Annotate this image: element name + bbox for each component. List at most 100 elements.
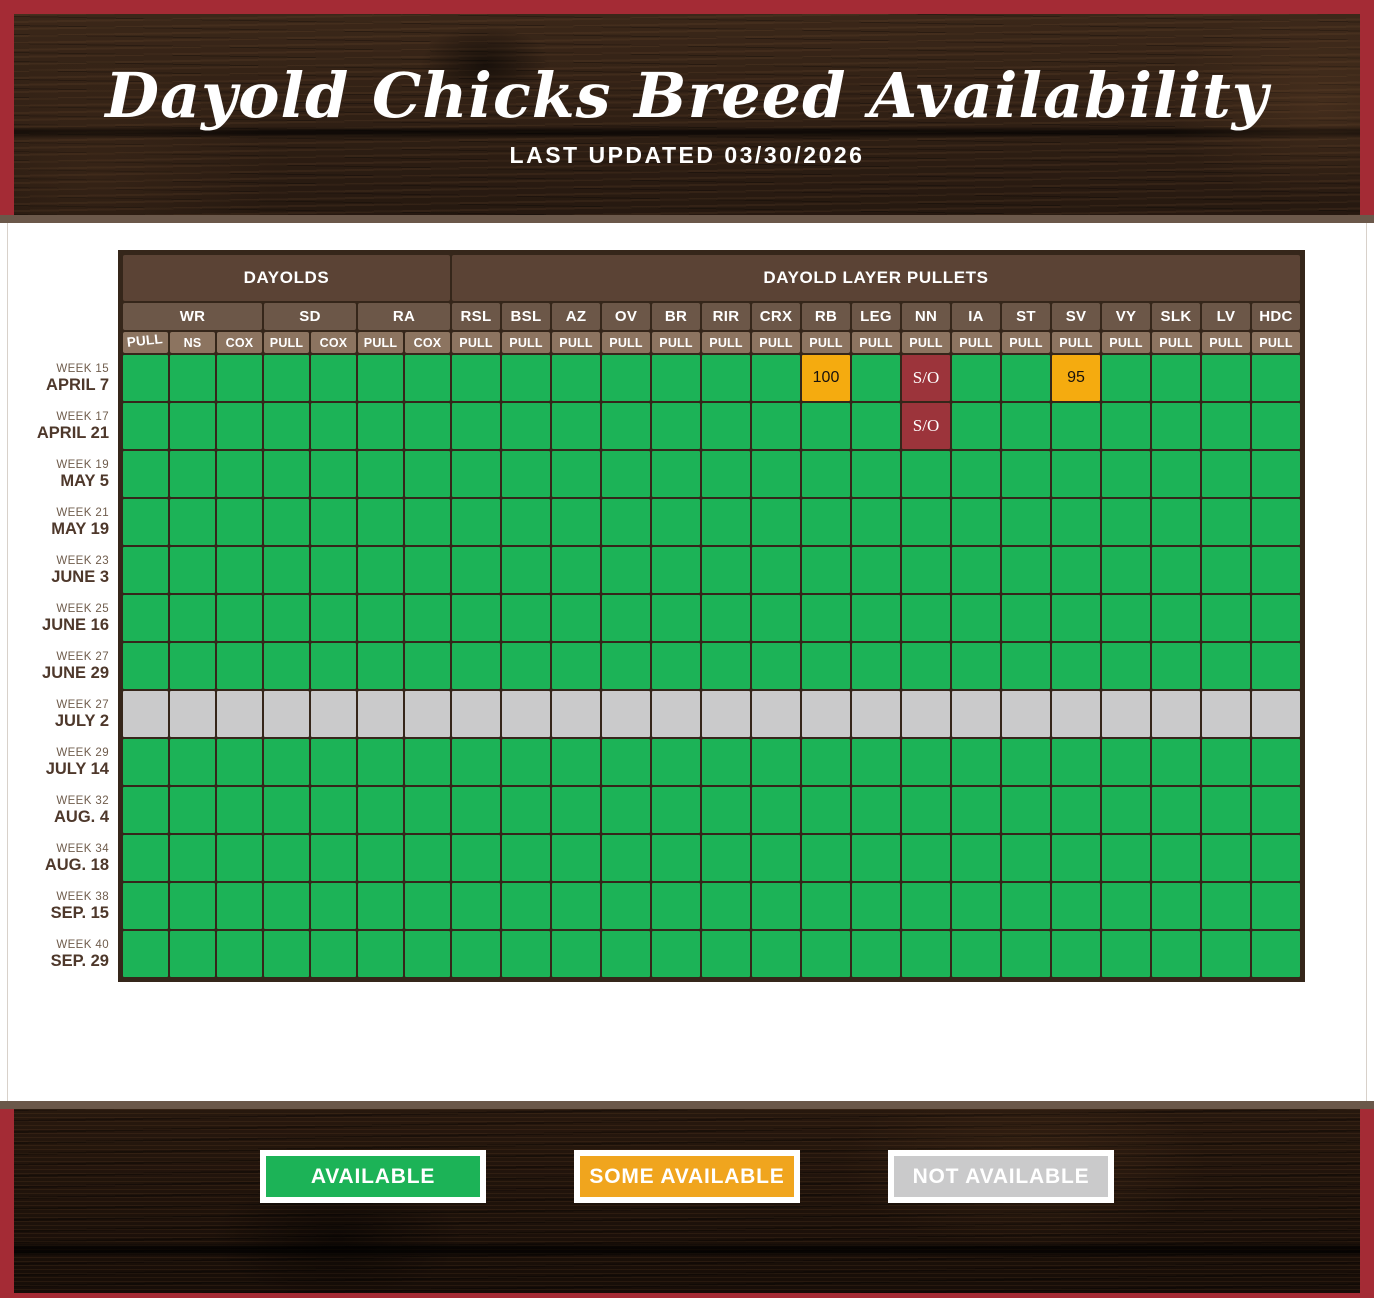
sex-header-label: PULL (1059, 335, 1093, 350)
week-label: WEEK 21 (56, 507, 109, 519)
date-label: SEP. 29 (50, 952, 109, 970)
availability-cell-june16-sd-pull (264, 595, 309, 641)
availability-cell-may5-wr-pull (123, 451, 168, 497)
availability-cell-july14-hdc (1252, 739, 1300, 785)
availability-cell-sep29-sd-cox (311, 931, 356, 977)
breed-header-ov: OV (602, 303, 650, 330)
availability-cell-april7-st (1002, 355, 1050, 401)
availability-cell-april21-vy (1102, 403, 1150, 449)
availability-cell-june3-rsl (452, 547, 500, 593)
breed-header-lv: LV (1202, 303, 1250, 330)
availability-cell-sep15-nn (902, 883, 950, 929)
availability-cell-june16-wr-ns (170, 595, 215, 641)
sex-header-label: PULL (959, 335, 993, 350)
availability-cell-may5-ov (602, 451, 650, 497)
sex-header-label: PULL (509, 335, 543, 350)
sex-header-rsl: PULL (452, 332, 500, 353)
availability-cell-june16-crx (752, 595, 800, 641)
sex-header-st: PULL (1002, 332, 1050, 353)
availability-cell-sep15-lv (1202, 883, 1250, 929)
availability-cell-sep29-ia (952, 931, 1000, 977)
availability-cell-may5-vy (1102, 451, 1150, 497)
availability-cell-aug18-hdc (1252, 835, 1300, 881)
availability-cell-june29-lv (1202, 643, 1250, 689)
availability-cell-aug18-wr-pull (123, 835, 168, 881)
availability-cell-april7-rb: 100 (802, 355, 850, 401)
availability-cell-july14-ra-pull (358, 739, 403, 785)
availability-cell-sep29-rir (702, 931, 750, 977)
row-label: WEEK 17 APRIL 21 (8, 403, 118, 451)
availability-cell-april7-ia (952, 355, 1000, 401)
availability-cell-aug18-br (652, 835, 700, 881)
sex-header-label: PULL (609, 335, 643, 350)
sex-header-label: PULL (269, 335, 304, 350)
availability-cell-july2-sd-pull (264, 691, 309, 737)
availability-cell-june29-ov (602, 643, 650, 689)
sex-header-ra-pull: PULL (358, 332, 403, 353)
availability-cell-april7-br (652, 355, 700, 401)
legend: AVAILABLE SOME AVAILABLE NOT AVAILABLE (14, 1150, 1360, 1203)
availability-cell-april21-crx (752, 403, 800, 449)
sex-header-lv: PULL (1202, 332, 1250, 353)
row-label: WEEK 40 SEP. 29 (8, 931, 118, 979)
availability-cell-july14-st (1002, 739, 1050, 785)
breed-header-bsl: BSL (502, 303, 550, 330)
separator-bottom (0, 1101, 1374, 1109)
row-label: WEEK 34 AUG. 18 (8, 835, 118, 883)
availability-cell-july14-leg (852, 739, 900, 785)
availability-cell-sep15-sv (1052, 883, 1100, 929)
availability-cell-may19-wr-cox (217, 499, 262, 545)
availability-cell-june3-crx (752, 547, 800, 593)
availability-cell-may19-wr-pull (123, 499, 168, 545)
availability-cell-may19-rb (802, 499, 850, 545)
availability-cell-july2-crx (752, 691, 800, 737)
availability-cell-sep29-wr-pull (123, 931, 168, 977)
availability-cell-aug18-bsl (502, 835, 550, 881)
availability-cell-aug4-vy (1102, 787, 1150, 833)
availability-cell-aug4-rir (702, 787, 750, 833)
availability-cell-aug4-sv (1052, 787, 1100, 833)
availability-cell-june16-ra-pull (358, 595, 403, 641)
availability-cell-june3-rir (702, 547, 750, 593)
availability-cell-sep15-br (652, 883, 700, 929)
date-label: MAY 5 (60, 472, 109, 490)
availability-cell-sep15-leg (852, 883, 900, 929)
availability-cell-june16-bsl (502, 595, 550, 641)
availability-cell-june16-slk (1152, 595, 1200, 641)
availability-cell-june16-rir (702, 595, 750, 641)
availability-cell-may19-wr-ns (170, 499, 215, 545)
availability-cell-sep29-br (652, 931, 700, 977)
sex-header-label: PULL (1009, 335, 1043, 350)
availability-cell-may5-hdc (1252, 451, 1300, 497)
legend-item-some_available: SOME AVAILABLE (574, 1150, 800, 1203)
availability-cell-aug18-ra-cox (405, 835, 450, 881)
availability-cell-june29-slk (1152, 643, 1200, 689)
availability-cell-july2-ia (952, 691, 1000, 737)
sex-header-az: PULL (552, 332, 600, 353)
availability-cell-may5-ra-pull (358, 451, 403, 497)
availability-cell-july2-leg (852, 691, 900, 737)
availability-cell-july14-bsl (502, 739, 550, 785)
availability-cell-june3-wr-pull (123, 547, 168, 593)
availability-cell-june3-bsl (502, 547, 550, 593)
availability-cell-sep29-ra-pull (358, 931, 403, 977)
availability-cell-aug4-wr-cox (217, 787, 262, 833)
availability-cell-may5-wr-ns (170, 451, 215, 497)
availability-cell-july2-hdc (1252, 691, 1300, 737)
availability-cell-may19-lv (1202, 499, 1250, 545)
availability-cell-june29-sd-cox (311, 643, 356, 689)
sex-header-label: PULL (126, 331, 164, 350)
week-label: WEEK 40 (56, 939, 109, 951)
availability-cell-may19-rsl (452, 499, 500, 545)
availability-cell-june3-sd-cox (311, 547, 356, 593)
availability-cell-aug4-wr-pull (123, 787, 168, 833)
availability-cell-aug18-nn (902, 835, 950, 881)
availability-cell-april21-sd-cox (311, 403, 356, 449)
availability-cell-aug4-rb (802, 787, 850, 833)
availability-cell-sep29-ov (602, 931, 650, 977)
availability-cell-sep15-ov (602, 883, 650, 929)
availability-cell-april21-ia (952, 403, 1000, 449)
week-label: WEEK 29 (56, 747, 109, 759)
breed-header-rir: RIR (702, 303, 750, 330)
